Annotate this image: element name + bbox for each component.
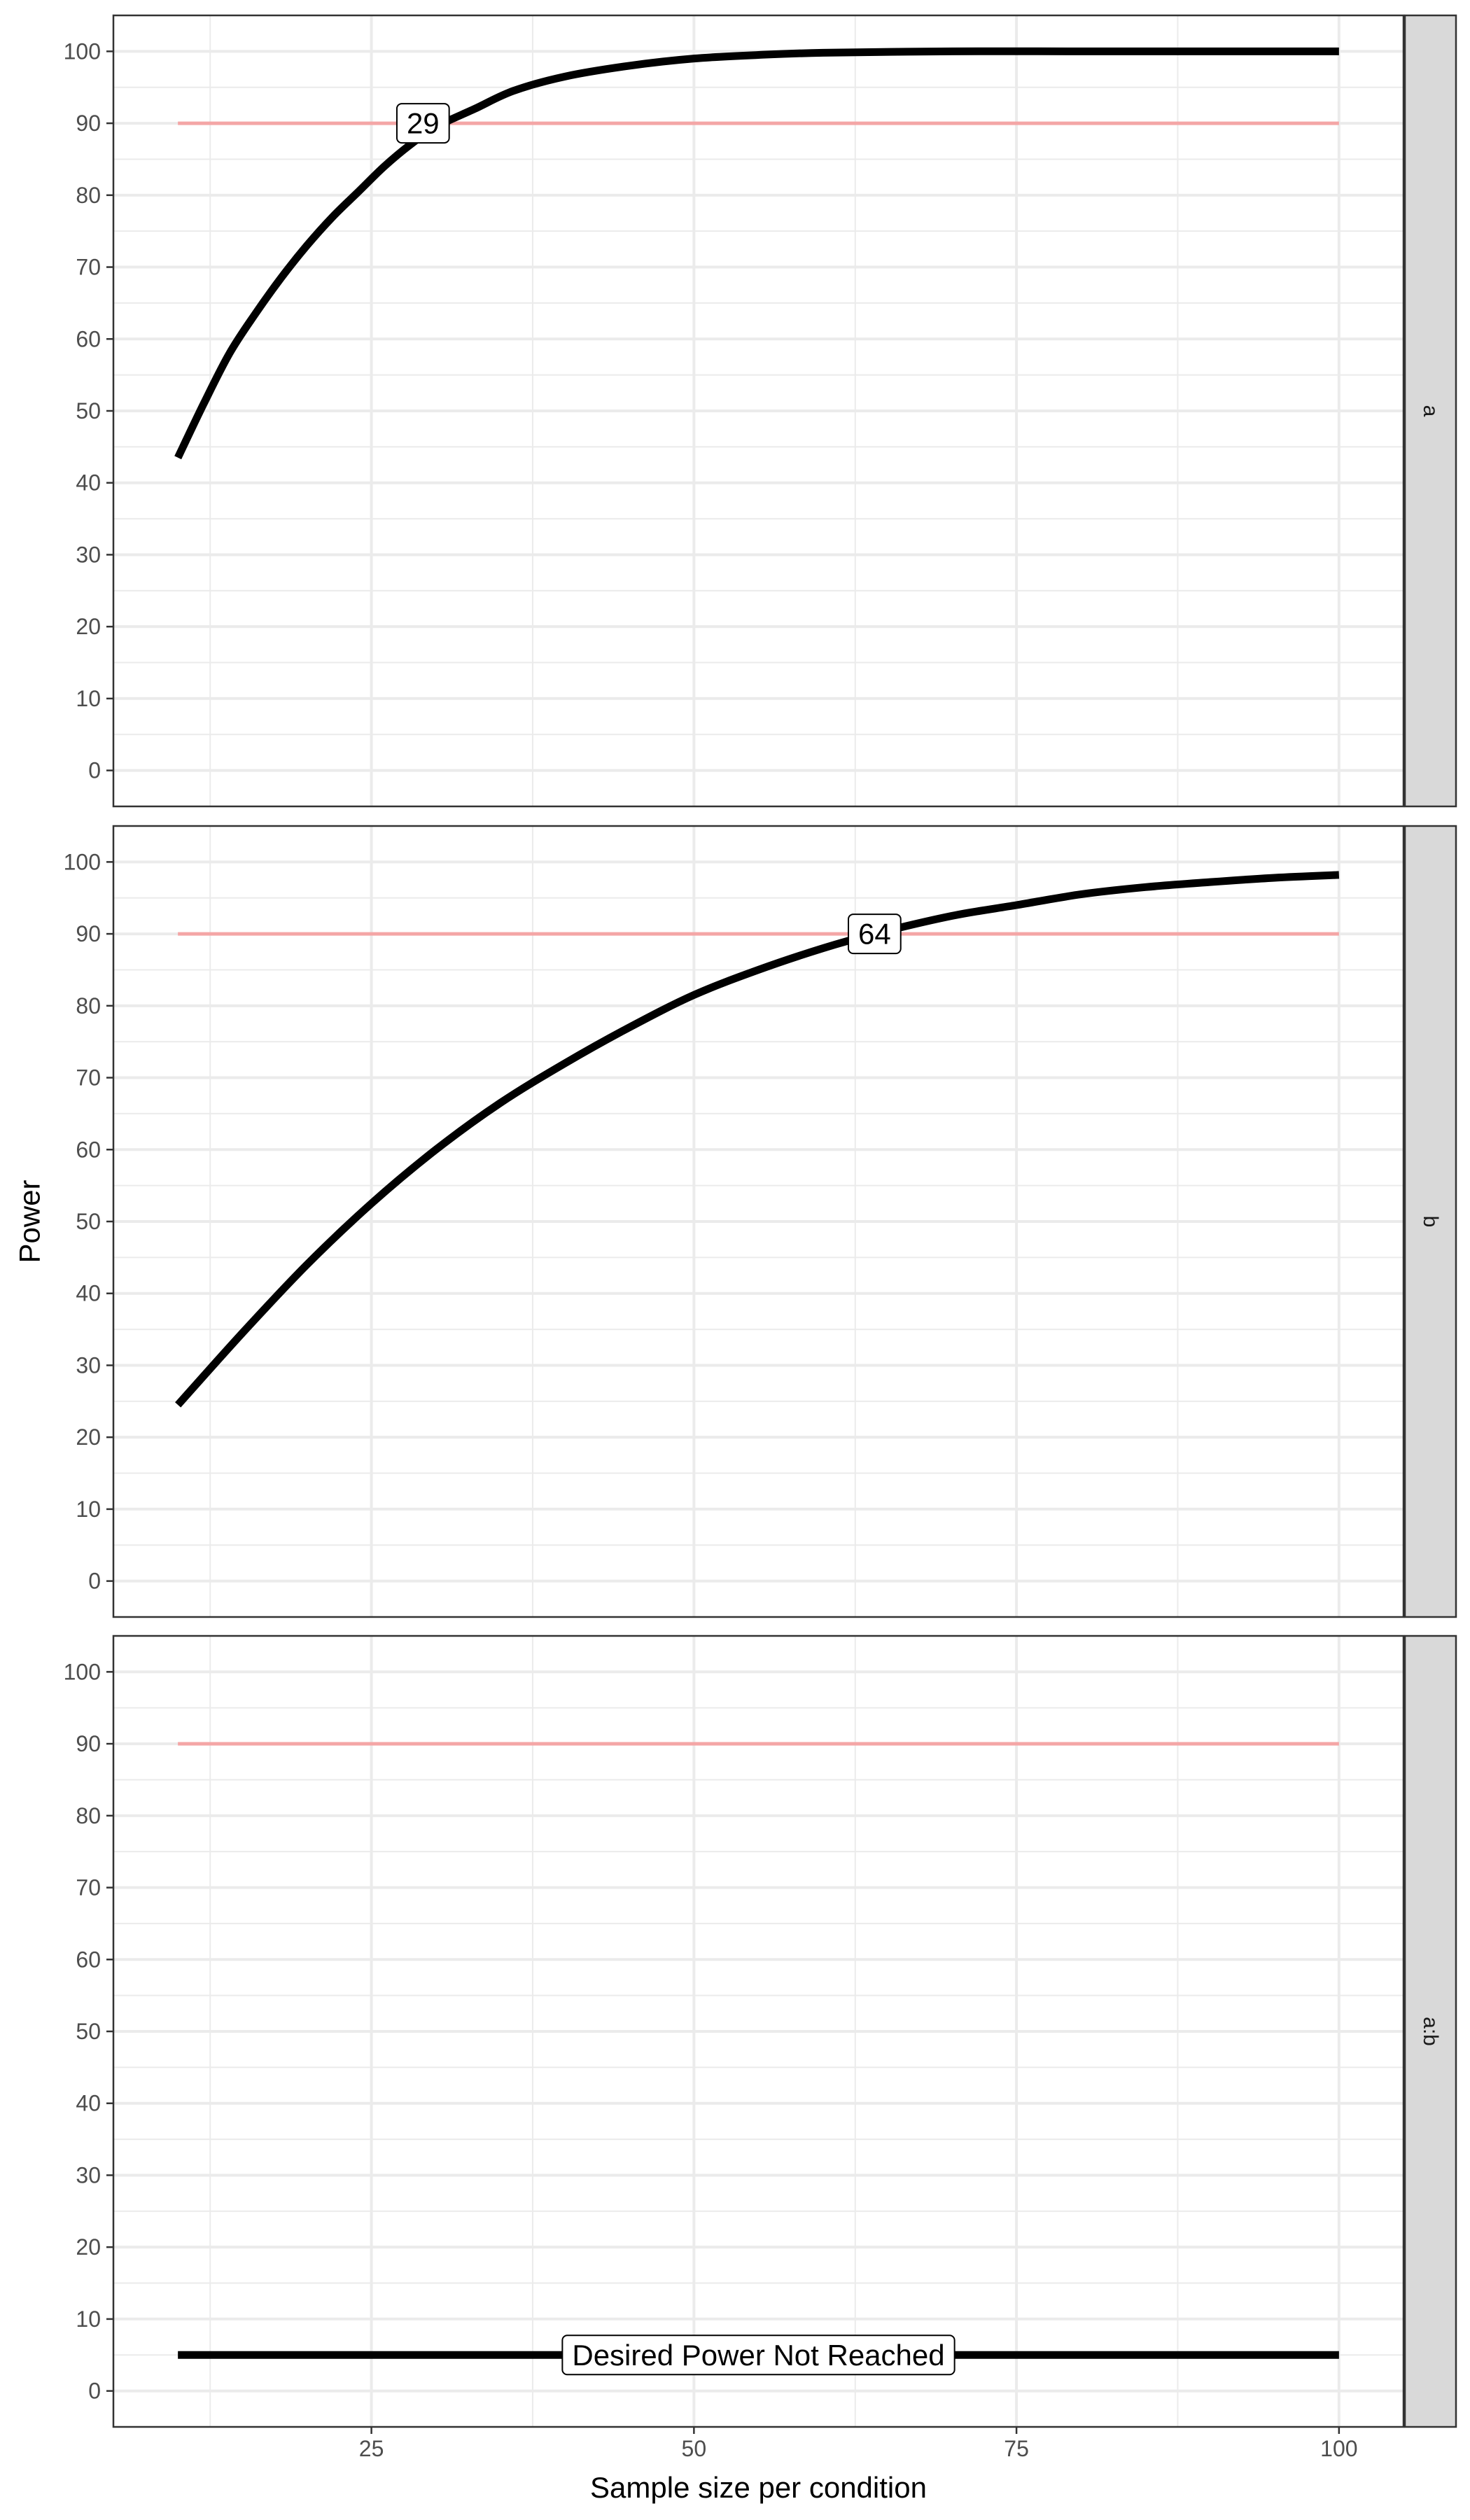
y-tick-label: 40 <box>76 1281 101 1306</box>
y-tick-label: 80 <box>76 1803 101 1828</box>
panel-a-b: Desired Power Not Reached a:b 0 10 20 30 40 50 6… <box>64 1634 1457 2461</box>
y-tick-label: 90 <box>76 1731 101 1756</box>
x-tick-label: 75 <box>1004 2436 1029 2461</box>
y-tick-label: 20 <box>76 2234 101 2260</box>
power-curve-line <box>174 47 1339 460</box>
power-curve-line <box>175 871 1340 1408</box>
annotation-box <box>561 2334 955 2376</box>
y-tick-label: 40 <box>76 470 101 496</box>
annotation-text: 64 <box>858 918 891 951</box>
y-tick-label: 10 <box>76 2306 101 2332</box>
annotation-box <box>396 103 450 144</box>
annotation-label: 29 <box>396 103 450 144</box>
y-tick-label: 40 <box>76 2091 101 2116</box>
facet-strip-label: a <box>1419 405 1442 417</box>
facet-strip-label: b <box>1419 1216 1442 1228</box>
y-tick-label: 30 <box>76 1352 101 1378</box>
y-tick-label: 10 <box>76 686 101 711</box>
y-tick-label: 90 <box>76 111 101 136</box>
y-tick-label: 60 <box>76 326 101 351</box>
y-tick-label: 80 <box>76 183 101 208</box>
y-tick-label: 100 <box>64 1659 101 1684</box>
facet-strip-label: a:b <box>1419 2017 1442 2046</box>
facet-strip <box>1404 14 1457 808</box>
annotation-text: 29 <box>407 107 440 140</box>
y-axis-title: Power <box>13 1180 46 1263</box>
y-tick-label: 50 <box>76 1209 101 1234</box>
annotation-text: Desired Power Not Reached <box>572 2339 944 2372</box>
y-tick-label: 70 <box>76 1875 101 1900</box>
y-tick-label: 70 <box>76 1065 101 1091</box>
y-tick-label: 0 <box>88 758 101 783</box>
y-tick-label: 60 <box>76 1137 101 1162</box>
y-tick-label: 20 <box>76 614 101 639</box>
y-tick-label: 10 <box>76 1497 101 1522</box>
annotation-label: Desired Power Not Reached <box>561 2334 955 2376</box>
y-tick-label: 100 <box>64 849 101 874</box>
panel-a: 29 a 0 10 20 30 40 50 60 70 80 90 100 <box>64 14 1457 808</box>
y-tick-label: 70 <box>76 255 101 280</box>
x-tick-label: 50 <box>682 2436 707 2461</box>
y-tick-label: 0 <box>88 1569 101 1594</box>
annotation-box <box>848 913 902 955</box>
annotation-label: 64 <box>848 913 902 955</box>
y-tick-label: 100 <box>64 38 101 64</box>
y-tick-label: 90 <box>76 921 101 946</box>
y-tick-label: 30 <box>76 542 101 567</box>
x-tick-label: 100 <box>1320 2436 1357 2461</box>
y-tick-label: 50 <box>76 398 101 424</box>
x-axis-title: Sample size per condition <box>590 2471 927 2504</box>
y-tick-label: 60 <box>76 1947 101 1972</box>
facet-strip <box>1404 1634 1457 2428</box>
panel-b: 64 b 0 10 20 30 40 50 60 70 80 90 100 <box>64 825 1457 1618</box>
y-tick-label: 20 <box>76 1424 101 1450</box>
x-tick-label: 25 <box>359 2436 384 2461</box>
y-tick-label: 50 <box>76 2019 101 2044</box>
facet-strip <box>1404 825 1457 1618</box>
y-tick-label: 30 <box>76 2162 101 2188</box>
y-tick-label: 0 <box>88 2379 101 2404</box>
y-tick-label: 80 <box>76 993 101 1018</box>
